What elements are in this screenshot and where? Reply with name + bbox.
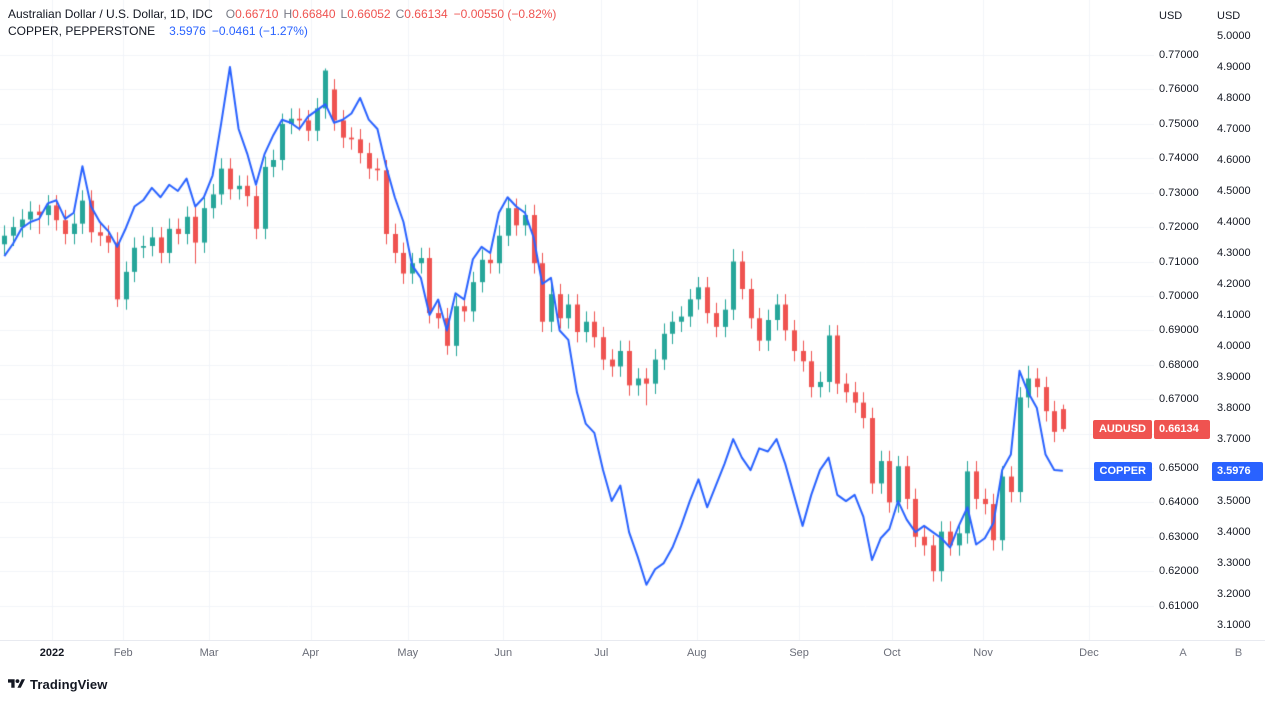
price-tick-label: 3.5000 [1217, 495, 1251, 508]
scale-b-toggle-button[interactable]: B [1234, 647, 1243, 659]
price-tick-label: 0.68000 [1159, 358, 1199, 371]
price-tick-label: 4.4000 [1217, 216, 1251, 228]
time-axis[interactable]: 2022 Feb Mar Apr May Jun Jul Aug Sep Oct Nov Dec A … [0, 640, 1265, 666]
high-label: H [283, 7, 293, 21]
close-label: C [395, 7, 405, 21]
open-value: 0.66710 [235, 7, 279, 21]
price-tick-label: 4.3000 [1217, 247, 1251, 260]
price-tick-label: 0.64000 [1159, 496, 1199, 509]
price-tick-label: 0.76000 [1159, 83, 1199, 96]
time-tick-label: Jun [494, 647, 513, 659]
price-tick-label: 0.73000 [1159, 186, 1199, 199]
time-tick-label: May [397, 647, 419, 659]
time-tick-label: 2022 [39, 647, 65, 659]
time-tick-label: Nov [973, 647, 993, 659]
time-tick-label: Dec [1079, 647, 1099, 659]
tradingview-logo[interactable]: TradingView [8, 677, 107, 692]
open-label: O [225, 7, 236, 21]
price-tick-label: 0.70000 [1159, 289, 1199, 302]
low-label: L [340, 7, 348, 21]
price-tick-label: 0.61000 [1159, 599, 1199, 612]
price-tick-label: 0.77000 [1159, 49, 1199, 62]
price-tick-label: 0.72000 [1159, 221, 1199, 234]
chart-canvas[interactable] [0, 0, 1154, 640]
price-tick-label: 0.67000 [1159, 393, 1199, 406]
price-tick-label: 3.3000 [1217, 557, 1251, 570]
legend-copper-row[interactable]: COPPER, PEPPERSTONE 3.5976 −0.0461 (−1.2… [8, 23, 556, 40]
time-tick-label: Sep [789, 647, 809, 659]
price-axis-copper-currency: USD [1217, 10, 1241, 22]
price-tick-label: 3.4000 [1217, 526, 1251, 539]
price-tick-label: 3.2000 [1217, 588, 1251, 601]
price-tick-label: 3.1000 [1217, 619, 1251, 632]
copper-change-value: −0.0461 (−1.27%) [211, 24, 308, 38]
copper-last-value: 3.5976 [169, 24, 206, 38]
price-tick-label: 4.1000 [1217, 309, 1251, 322]
audusd-symbol-title: Australian Dollar / U.S. Dollar, 1D, IDC [8, 7, 213, 21]
price-axis-copper[interactable]: USD 3.5976 5.0000 4.9000 4.8000 4.7000 4.600… [1212, 0, 1265, 640]
price-tick-label: 4.6000 [1217, 154, 1251, 166]
scale-a-toggle-button[interactable]: A [1179, 647, 1187, 659]
low-value: 0.66052 [347, 7, 391, 21]
price-tick-label: 0.74000 [1159, 152, 1199, 165]
tradingview-logo-text: TradingView [30, 676, 108, 692]
time-tick-label: Aug [686, 647, 707, 659]
price-tick-label: 0.62000 [1159, 565, 1199, 578]
close-value: 0.66134 [404, 7, 448, 21]
price-tick-label: 0.63000 [1159, 530, 1199, 543]
price-tick-label: 4.2000 [1217, 278, 1251, 291]
price-tick-label: 0.71000 [1159, 255, 1199, 268]
price-tick-label: 3.7000 [1217, 433, 1251, 446]
price-tick-label: 3.9000 [1217, 371, 1251, 384]
copper-symbol-title: COPPER, PEPPERSTONE [8, 24, 156, 38]
time-tick-label: Mar [199, 647, 219, 659]
price-tick-label: 4.5000 [1217, 185, 1251, 197]
high-value: 0.66840 [292, 7, 336, 21]
legend-audusd-row[interactable]: Australian Dollar / U.S. Dollar, 1D, IDC… [8, 6, 556, 23]
time-axis-labels: 2022 Feb Mar Apr May Jun Jul Aug Sep Oct Nov Dec [0, 641, 1154, 666]
audusd-series-tag: AUDUSD [1092, 419, 1152, 439]
chart-main-row: Australian Dollar / U.S. Dollar, 1D, IDC… [0, 0, 1265, 640]
copper-series-tag: COPPER [1093, 461, 1152, 481]
price-axis-audusd[interactable]: USD 0.66134 0.77000 0.76000 0.75000 0.74000… [1154, 0, 1212, 640]
price-axis-audusd-currency: USD [1159, 10, 1183, 22]
audusd-change-value: −0.00550 (−0.82%) [453, 7, 557, 21]
price-tick-label: 3.8000 [1217, 402, 1251, 415]
time-tick-label: Oct [883, 647, 901, 659]
price-tick-label: 4.9000 [1217, 60, 1251, 73]
price-tick-label: 4.8000 [1217, 91, 1251, 104]
tradingview-logo-icon [8, 677, 25, 691]
price-tick-label: 5.0000 [1217, 29, 1251, 42]
price-tick-label: 4.7000 [1217, 122, 1251, 135]
footer-bar: TradingView [0, 666, 1265, 702]
chart-legend: Australian Dollar / U.S. Dollar, 1D, IDC… [8, 6, 556, 40]
price-tick-label: 0.65000 [1159, 461, 1199, 474]
chart-plot-area[interactable]: Australian Dollar / U.S. Dollar, 1D, IDC… [0, 0, 1154, 640]
price-tick-label: 0.75000 [1159, 117, 1199, 130]
time-tick-label: Apr [302, 647, 320, 659]
time-tick-label: Jul [594, 647, 609, 659]
time-tick-label: Feb [113, 647, 133, 659]
price-tick-label: 4.0000 [1217, 340, 1251, 353]
price-tick-label: 0.69000 [1159, 324, 1199, 337]
copper-price-badge: 3.5976 [1212, 461, 1263, 481]
audusd-price-badge: 0.66134 [1154, 419, 1210, 439]
